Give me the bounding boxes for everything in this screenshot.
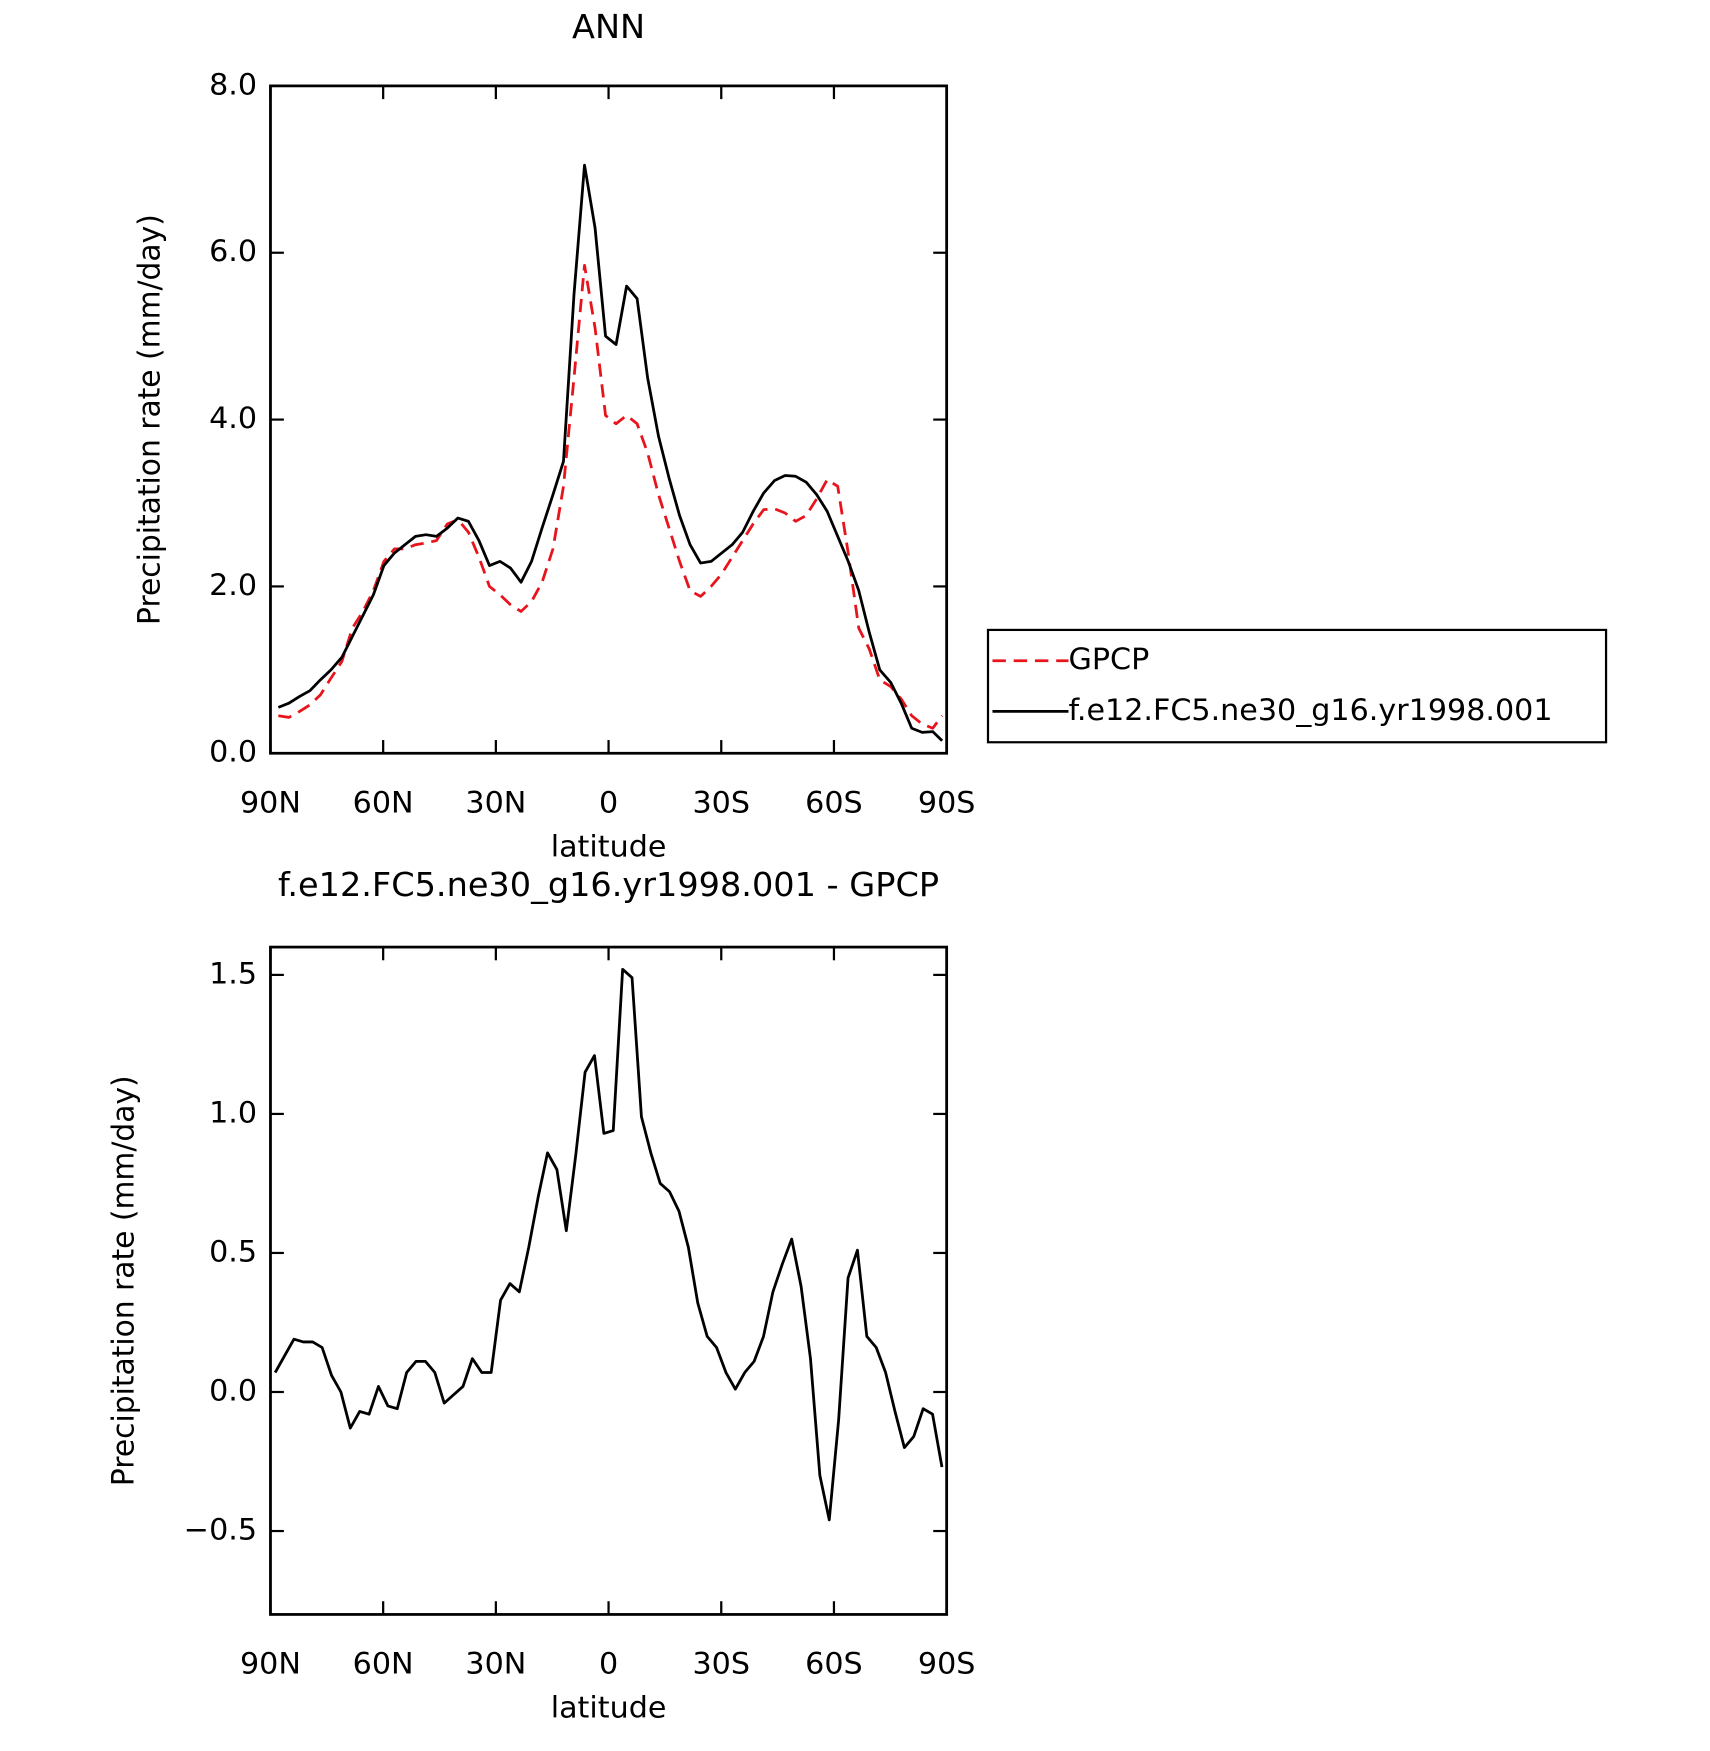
x-axis-label: latitude — [551, 830, 667, 865]
x-tick-label: 90N — [240, 786, 301, 821]
legend-box — [986, 628, 1608, 744]
chart-title: ANN — [572, 7, 645, 46]
x-tick-label: 60N — [353, 1647, 414, 1682]
x-tick-label: 30S — [692, 786, 750, 821]
data-line — [278, 263, 944, 730]
chart-title: f.e12.FC5.ne30_g16.yr1998.001 - GPCP — [278, 865, 939, 904]
x-tick-label: 90S — [918, 1647, 976, 1682]
x-tick-label: 30N — [465, 786, 526, 821]
x-tick-label: 90N — [240, 1647, 301, 1682]
y-tick-label: 2.0 — [209, 568, 257, 603]
x-tick-label: 0 — [599, 1647, 618, 1682]
legend-label: GPCP — [1068, 642, 1149, 677]
x-tick-label: 60N — [353, 786, 414, 821]
plot-frame — [269, 84, 949, 755]
data-line — [277, 163, 944, 742]
y-tick-label: 0.0 — [209, 735, 257, 770]
y-tick-label: 6.0 — [209, 234, 257, 269]
y-tick-label: 0.0 — [209, 1374, 257, 1409]
x-tick-label: 0 — [599, 786, 618, 821]
y-tick-label: 1.5 — [209, 957, 257, 992]
y-tick-label: 8.0 — [209, 68, 257, 103]
x-tick-label: 60S — [805, 1647, 863, 1682]
x-tick-label: 30N — [465, 1647, 526, 1682]
y-tick-label: −0.5 — [184, 1513, 257, 1548]
y-tick-label: 4.0 — [209, 401, 257, 436]
y-axis-label: Precipitation rate (mm/day) — [132, 214, 167, 625]
data-line — [273, 967, 944, 1522]
y-tick-label: 1.0 — [209, 1096, 257, 1131]
x-axis-label: latitude — [551, 1691, 667, 1726]
x-tick-label: 30S — [692, 1647, 750, 1682]
plot-frame — [269, 945, 949, 1616]
y-axis-label: Precipitation rate (mm/day) — [107, 1075, 142, 1486]
x-tick-label: 60S — [805, 786, 863, 821]
legend-label: f.e12.FC5.ne30_g16.yr1998.001 — [1068, 693, 1552, 728]
x-tick-label: 90S — [918, 786, 976, 821]
y-tick-label: 0.5 — [209, 1235, 257, 1270]
